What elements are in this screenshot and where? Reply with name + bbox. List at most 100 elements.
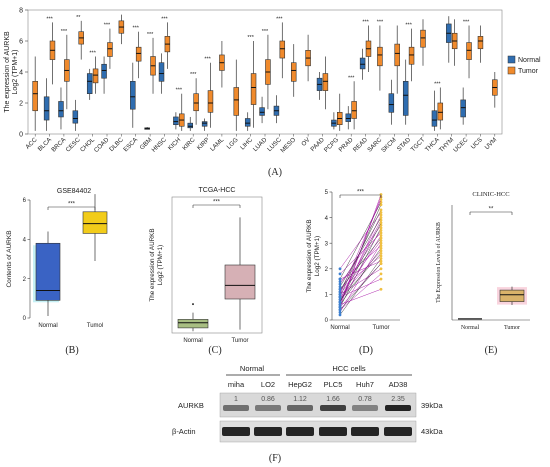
panel-f-aurkb-value: 0.86 bbox=[261, 396, 275, 403]
panel-d-significance: *** bbox=[357, 190, 365, 196]
panel-a-normal-box bbox=[402, 81, 409, 116]
panel-c-outlier bbox=[192, 303, 194, 306]
panel-a-tumor-box bbox=[32, 81, 38, 112]
panel-d-pair-line bbox=[339, 289, 382, 305]
panel-d-category-label: Normal bbox=[330, 325, 349, 331]
panel-d-pair-line bbox=[339, 237, 382, 290]
panel-d-tumor-point bbox=[379, 208, 383, 212]
panel-a-normal-box bbox=[72, 110, 79, 124]
panel-d-normal-point bbox=[338, 303, 342, 307]
panel-b-chart: 0 2 4 6 Contents of AURKB GSE84402 Normal Tumol… bbox=[6, 188, 108, 356]
panel-f-aurkb-value: 1.12 bbox=[293, 396, 307, 403]
panel-a-tumor-box bbox=[351, 101, 357, 119]
panel-d-pair-line bbox=[339, 217, 382, 287]
panel-f-actin-band bbox=[222, 427, 250, 436]
panel-f-row-label: AURKB bbox=[178, 401, 204, 410]
panel-d-tumor-point bbox=[379, 229, 383, 232]
panel-a-significance: *** bbox=[176, 88, 183, 94]
panel-c-label: (C) bbox=[208, 345, 221, 356]
panel-d-tumor-point bbox=[379, 198, 383, 202]
panel-a-tumor-box bbox=[420, 29, 426, 48]
panel-a-significance: *** bbox=[133, 26, 140, 32]
panel-f-lane-label: miha bbox=[228, 380, 245, 389]
panel-d-normal-point bbox=[338, 282, 342, 286]
panel-a-normal-box bbox=[244, 118, 251, 127]
panel-d-normal-point bbox=[338, 277, 342, 281]
panel-d-pair-line bbox=[339, 240, 382, 295]
panel-f-aurkb-band bbox=[385, 405, 411, 411]
panel-d-ytick-label: 3 bbox=[325, 241, 329, 247]
panel-f-aurkb-value: 1 bbox=[234, 396, 238, 403]
panel-b-title: GSE84402 bbox=[57, 188, 91, 195]
panel-d-pair-line bbox=[339, 199, 382, 295]
panel-d-tumor-point bbox=[379, 287, 383, 291]
panel-c-tumor-box bbox=[224, 264, 256, 300]
panel-c-significance: *** bbox=[213, 200, 221, 206]
panel-d-tumor-point bbox=[379, 213, 383, 217]
panel-a-significance: *** bbox=[190, 72, 197, 78]
panel-a-category-label: READ bbox=[352, 136, 369, 153]
panel-d-pair-line bbox=[339, 250, 382, 298]
panel-a-ytick-label: 0 bbox=[19, 132, 23, 139]
panel-a-category-label: UCEC bbox=[452, 136, 470, 154]
panel-a-tumor-box bbox=[92, 68, 99, 84]
panel-a-tumor-box bbox=[233, 87, 240, 116]
panel-a-normal-box bbox=[345, 113, 351, 122]
panel-d-pair-line bbox=[339, 278, 382, 298]
panel-a-normal-box bbox=[101, 63, 107, 79]
panel-a-ytick-label: 2 bbox=[19, 101, 23, 108]
panel-a-category-label: PCPG bbox=[323, 136, 340, 153]
panel-f-aurkb-value: 1.66 bbox=[326, 396, 340, 403]
panel-f-blot: Normal HCC cells miha LO2 HepG2 PLC5 Huh7 AD38 1… bbox=[172, 364, 444, 464]
panel-d-normal-point bbox=[338, 287, 342, 291]
panel-f-size-label: 43kDa bbox=[421, 427, 444, 436]
panel-a-tumor-box bbox=[193, 93, 199, 112]
panel-f-aurkb-membrane bbox=[219, 392, 417, 418]
panel-a-ytick-label: 4 bbox=[19, 70, 23, 77]
panel-b-category-label: Tumol bbox=[87, 323, 103, 329]
panel-d-ytick-label: 1 bbox=[325, 293, 329, 299]
panel-a-category-label: ESCA bbox=[122, 136, 139, 153]
panel-a-category-label: SKCM bbox=[380, 136, 398, 154]
panel-f-actin-band bbox=[286, 427, 314, 436]
panel-a-normal-box bbox=[58, 101, 64, 118]
panel-c-title: TCGA-HCC bbox=[199, 187, 236, 194]
panel-d-tumor-point bbox=[379, 241, 383, 245]
panel-d-tumor-point bbox=[379, 216, 383, 220]
panel-d-normal-point bbox=[338, 300, 342, 304]
panel-e-title: CLINIC-HCC bbox=[472, 191, 509, 198]
panel-d-tumor-point bbox=[379, 239, 383, 243]
panel-d-normal-point bbox=[338, 313, 342, 317]
panel-d-tumor-point bbox=[379, 252, 383, 255]
panel-e-category-label: Normal bbox=[461, 325, 480, 331]
panel-b-ytick-label: 6 bbox=[23, 198, 27, 204]
panel-d-tumor-point bbox=[379, 254, 383, 258]
panel-d-normal-point bbox=[338, 310, 342, 314]
panel-d-tumor-point bbox=[379, 257, 383, 260]
panel-a-tumor-box bbox=[394, 43, 400, 67]
panel-b-ylabel: Contents of AURKB bbox=[6, 230, 13, 287]
panel-f-aurkb-band bbox=[287, 405, 313, 411]
panel-d-pair-line bbox=[339, 255, 382, 290]
panel-a-normal-box bbox=[130, 81, 136, 110]
panel-d-pair-line bbox=[339, 253, 382, 300]
panel-a-category-label: HNSC bbox=[151, 136, 169, 154]
panel-f-group-label: Normal bbox=[240, 364, 265, 373]
panel-d-tumor-point bbox=[379, 277, 383, 281]
panel-a-significance: *** bbox=[147, 32, 154, 38]
panel-a-tumor-box bbox=[279, 40, 286, 59]
panel-a-normal-box bbox=[259, 107, 265, 116]
panel-a-category-label: LAML bbox=[209, 136, 226, 153]
panel-d-tumor-point bbox=[379, 218, 383, 222]
panel-a-tumor-box bbox=[107, 42, 113, 57]
panel-a-tumor-box bbox=[290, 62, 297, 82]
panel-a-category-label: COAD bbox=[93, 136, 111, 154]
panel-d-label: (D) bbox=[359, 345, 373, 356]
panel-d-pair-line bbox=[339, 263, 382, 308]
panel-d-tumor-point bbox=[379, 211, 383, 214]
panel-a-significance: *** bbox=[362, 20, 369, 26]
panel-a-significance: *** bbox=[204, 57, 211, 63]
panel-d-pair-line bbox=[339, 225, 382, 285]
panel-a-ylabel: The expression of AURKB bbox=[4, 31, 11, 113]
panel-b-category-label: Normal bbox=[38, 323, 57, 329]
